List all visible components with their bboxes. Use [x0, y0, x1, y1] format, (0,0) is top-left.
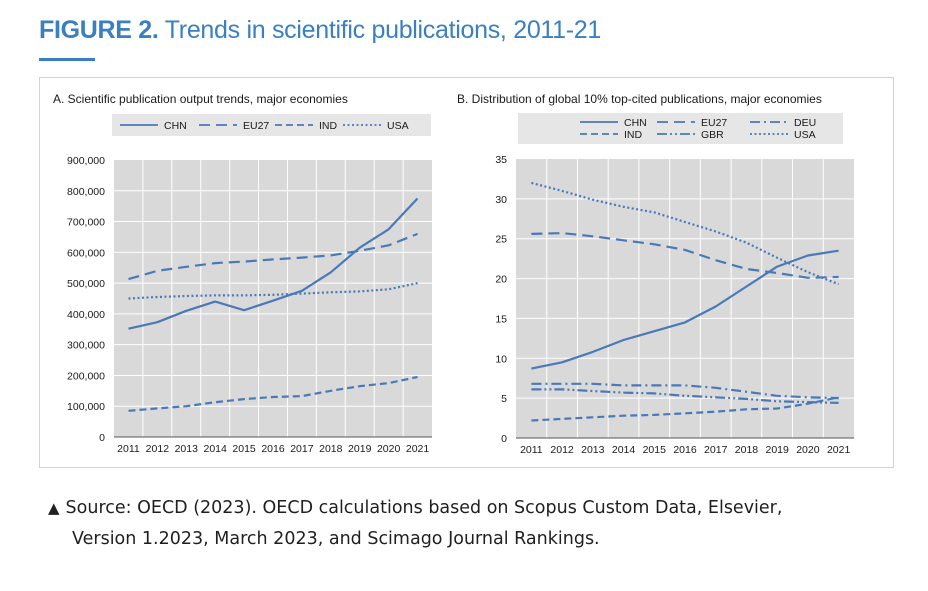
panel-a-xtick-label: 2011	[117, 443, 140, 455]
figure-label: FIGURE 2.	[39, 16, 159, 44]
panel-b-legend-label-deu: DEU	[794, 117, 816, 129]
panel-b-xtick-label: 2011	[520, 444, 543, 456]
source-note: ▲ Source: OECD (2023). OECD calculations …	[48, 493, 908, 555]
panel-a-series-usa	[128, 282, 418, 300]
panel-b-xtick-label: 2017	[704, 444, 728, 456]
panel-b-series-chn	[531, 249, 839, 370]
triangle-up-icon: ▲	[48, 499, 60, 517]
charts-svg: A. Scientific publication output trends,…	[53, 92, 854, 456]
source-line-2: Version 1.2023, March 2023, and Scimago …	[72, 529, 600, 549]
panel-a-xtick-label: 2015	[232, 443, 256, 455]
panel-a-xtick-label: 2018	[319, 443, 343, 455]
panel-a-legend-label-chn: CHN	[164, 120, 187, 132]
panel-a-ytick-label: 400,000	[67, 309, 105, 321]
panel-a-series-ind	[128, 375, 418, 412]
panel-b-legend-label-ind: IND	[624, 129, 643, 141]
panel-b-ytick-label: 10	[495, 353, 507, 365]
panel-b-legend-label-gbr: GBR	[701, 129, 724, 141]
panel-a-xtick-label: 2012	[146, 443, 170, 455]
panel-b-plot-area	[516, 159, 854, 438]
panel-b-series-usa	[531, 181, 840, 286]
chart-frame: A. Scientific publication output trends,…	[39, 77, 894, 468]
panel-b-xtick-label: 2012	[550, 444, 574, 456]
panel-b-ytick-label: 25	[495, 234, 507, 246]
panel-b-legend-box	[518, 113, 843, 144]
source-line-1: Source: OECD (2023). OECD calculations b…	[65, 498, 783, 518]
panel-b-ytick-label: 30	[495, 194, 507, 206]
panel-a-ytick-label: 800,000	[67, 186, 105, 198]
panel-b-xtick-label: 2014	[612, 444, 636, 456]
panel-b-ytick-label: 5	[501, 393, 507, 405]
panel-b-xtick-label: 2021	[827, 444, 851, 456]
panel-b-series-ind	[531, 396, 839, 422]
panel-b-xtick-label: 2020	[796, 444, 820, 456]
panel-b-legend-label-chn: CHN	[624, 117, 647, 129]
panel-b-xtick-label: 2018	[735, 444, 759, 456]
panel-a-legend-label-eu27: EU27	[243, 120, 269, 132]
panel-a-series-chn	[128, 197, 419, 330]
panel-a-ytick-label: 600,000	[67, 247, 105, 259]
figure-title-text: Trends in scientific publications, 2011-…	[164, 16, 602, 44]
figure-title: FIGURE 2. Trends in scientific publicati…	[39, 16, 601, 45]
panel-a-legend-label-ind: IND	[319, 120, 338, 132]
panel-a-xtick-label: 2016	[261, 443, 285, 455]
panel-a-legend-box	[112, 114, 431, 136]
panel-b-ytick-label: 20	[495, 274, 507, 286]
panel-b-xtick-label: 2013	[581, 444, 605, 456]
panel-b-xtick-label: 2019	[766, 444, 790, 456]
title-underline	[39, 58, 95, 61]
panel-a-ytick-label: 0	[99, 432, 105, 444]
panel-a-ytick-label: 900,000	[67, 155, 105, 167]
panel-b-legend-label-usa: USA	[794, 129, 816, 141]
panel-b-series-eu27	[531, 232, 839, 279]
panel-a-series-eu27	[128, 232, 418, 281]
panel-b-legend-label-eu27: EU27	[701, 117, 727, 129]
panel-b-title: B. Distribution of global 10% top-cited …	[457, 92, 822, 106]
panel-a-legend-label-usa: USA	[387, 120, 409, 132]
panel-a-ytick-label: 100,000	[67, 401, 105, 413]
panel-b-series-gbr	[531, 388, 839, 404]
panel-b-xtick-label: 2016	[673, 444, 697, 456]
panel-a-ytick-label: 500,000	[67, 278, 105, 290]
panel-b-xtick-label: 2015	[643, 444, 667, 456]
panel-b-ytick-label: 0	[501, 433, 507, 445]
panel-a-xtick-label: 2019	[348, 443, 372, 455]
panel-a-xtick-label: 2020	[377, 443, 401, 455]
panel-a-ytick-label: 200,000	[67, 370, 105, 382]
panel-a-ytick-label: 300,000	[67, 340, 105, 352]
panel-a-plot-area	[114, 160, 432, 437]
panel-b-ytick-label: 15	[495, 313, 507, 325]
panel-a-xtick-label: 2013	[175, 443, 199, 455]
panel-a-xtick-label: 2014	[204, 443, 228, 455]
panel-a-title: A. Scientific publication output trends,…	[53, 92, 348, 106]
panel-b-ytick-label: 35	[495, 154, 507, 166]
panel-a-ytick-label: 700,000	[67, 217, 105, 229]
panel-a-xtick-label: 2017	[290, 443, 314, 455]
panel-a-xtick-label: 2021	[406, 443, 430, 455]
